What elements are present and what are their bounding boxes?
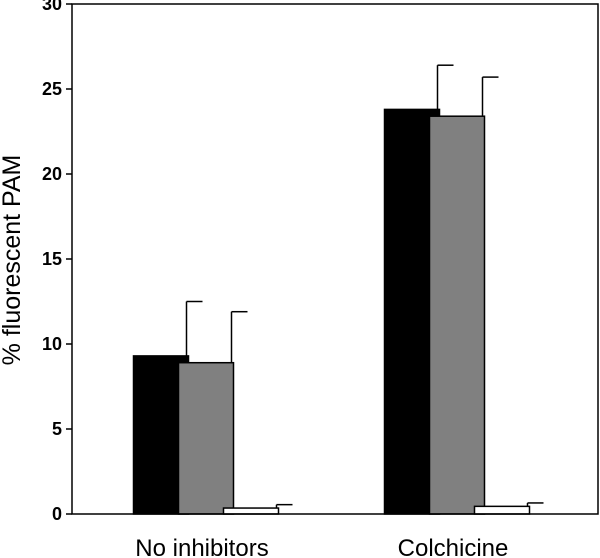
bar-3-1 (473, 505, 531, 515)
y-tick-label: 20 (42, 164, 62, 184)
category-label: Colchicine (398, 535, 509, 558)
category-labels: No inhibitors Colchicine (135, 535, 508, 558)
y-tick-label: 10 (42, 334, 62, 354)
y-tick-label: 30 (42, 0, 62, 14)
y-tick-label: 25 (42, 79, 62, 99)
y-tick-label: 5 (52, 419, 62, 439)
y-axis-ticks: 0 5 10 15 20 25 30 (42, 0, 72, 524)
bar-2-0 (177, 361, 235, 515)
y-axis-title: % fluorescent PAM (0, 155, 26, 366)
bars-group (132, 108, 531, 515)
bar-3-0 (222, 507, 280, 515)
y-tick-label: 0 (52, 504, 62, 524)
error-bars-group (185, 64, 544, 509)
category-label: No inhibitors (135, 535, 268, 558)
plot-frame (71, 3, 599, 515)
y-tick-label: 15 (42, 249, 62, 269)
bar-2-1 (428, 115, 486, 515)
